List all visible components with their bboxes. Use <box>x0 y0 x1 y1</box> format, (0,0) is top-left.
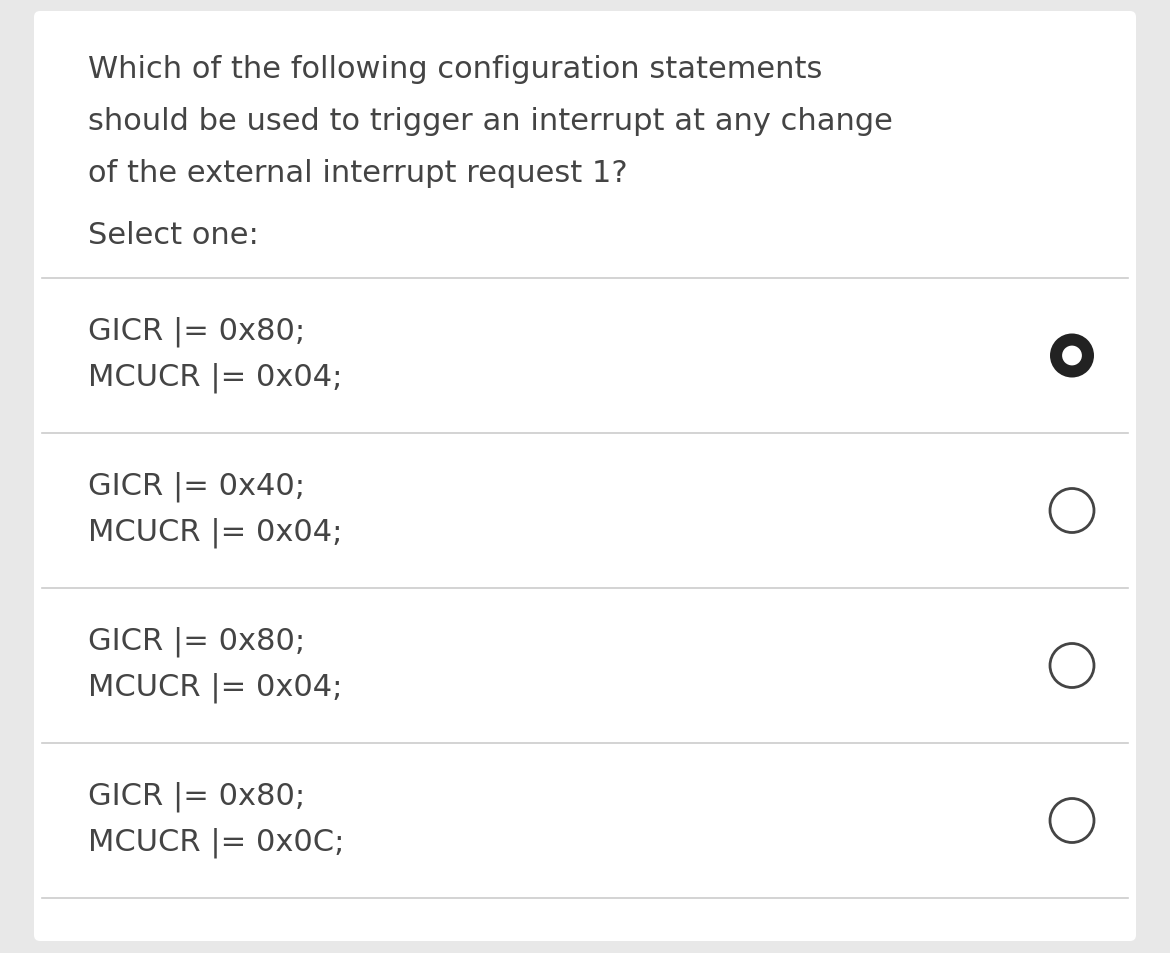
Circle shape <box>1049 335 1094 378</box>
Circle shape <box>1062 346 1082 366</box>
Text: of the external interrupt request 1?: of the external interrupt request 1? <box>88 159 627 188</box>
Text: MCUCR |= 0x0C;: MCUCR |= 0x0C; <box>88 827 344 858</box>
Text: should be used to trigger an interrupt at any change: should be used to trigger an interrupt a… <box>88 107 893 136</box>
Circle shape <box>1049 644 1094 688</box>
Text: GICR |= 0x80;: GICR |= 0x80; <box>88 316 305 347</box>
Text: MCUCR |= 0x04;: MCUCR |= 0x04; <box>88 517 343 548</box>
FancyBboxPatch shape <box>34 12 1136 941</box>
Text: MCUCR |= 0x04;: MCUCR |= 0x04; <box>88 363 343 393</box>
Circle shape <box>1049 489 1094 533</box>
Text: Select one:: Select one: <box>88 221 259 250</box>
Text: MCUCR |= 0x04;: MCUCR |= 0x04; <box>88 672 343 702</box>
Text: GICR |= 0x80;: GICR |= 0x80; <box>88 781 305 812</box>
Text: GICR |= 0x40;: GICR |= 0x40; <box>88 472 305 502</box>
Circle shape <box>1049 799 1094 842</box>
Text: Which of the following configuration statements: Which of the following configuration sta… <box>88 55 823 84</box>
Text: GICR |= 0x80;: GICR |= 0x80; <box>88 626 305 657</box>
